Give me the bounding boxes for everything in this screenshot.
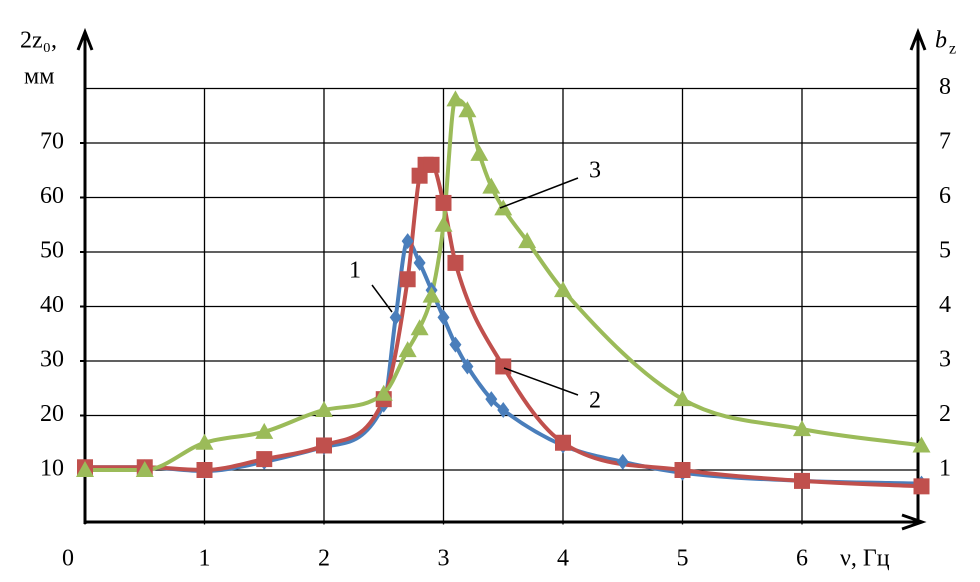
point <box>913 478 930 495</box>
point <box>435 194 452 211</box>
y2-tick-label: 3 <box>939 347 951 373</box>
y-tick-label: 70 <box>40 129 64 155</box>
point <box>461 358 474 375</box>
x-tick-label: 5 <box>677 546 689 572</box>
y2-tick-label: 4 <box>939 292 951 318</box>
point <box>616 453 629 470</box>
y2-label: b <box>935 28 947 54</box>
point <box>485 391 498 408</box>
point <box>135 461 154 477</box>
y2-tick-label: 8 <box>939 74 951 100</box>
y2-label-sub: z <box>949 41 956 58</box>
y2-axis <box>909 27 927 524</box>
series-label: 2 <box>589 388 601 414</box>
series-label: 1 <box>349 258 361 284</box>
series-label: 3 <box>589 158 601 184</box>
x-label: ν, Гц <box>840 546 890 572</box>
point <box>255 422 274 439</box>
point <box>389 309 402 326</box>
point <box>555 434 571 451</box>
point <box>912 436 931 453</box>
point <box>398 341 417 358</box>
point <box>76 461 94 477</box>
x-axis <box>85 513 927 531</box>
point <box>256 451 273 468</box>
point <box>423 156 440 173</box>
y-tick-label: 30 <box>40 347 64 373</box>
point <box>374 384 393 401</box>
y-axis <box>76 27 94 524</box>
x-tick-label: 0 <box>62 546 74 572</box>
point <box>449 336 462 353</box>
y2-tick-label: 7 <box>939 129 951 155</box>
point <box>794 472 810 489</box>
grid <box>80 87 918 525</box>
point <box>674 462 691 478</box>
point <box>413 254 426 271</box>
x-tick-label: 3 <box>438 546 450 572</box>
point <box>497 402 510 419</box>
point <box>316 437 332 454</box>
y-tick-label: 10 <box>40 456 64 482</box>
point <box>446 90 465 107</box>
leader-line <box>503 367 579 396</box>
point <box>673 390 692 407</box>
series-line <box>85 97 922 472</box>
x-tick-label: 1 <box>199 546 211 572</box>
y-tick-label: 20 <box>40 401 64 427</box>
point <box>401 233 414 250</box>
point <box>458 101 477 118</box>
point <box>447 254 464 271</box>
y-tick-label: 40 <box>40 292 64 318</box>
point <box>196 462 213 478</box>
point <box>554 281 572 298</box>
y-label: 2z₀, <box>20 28 57 54</box>
x-tick-label: 6 <box>796 546 808 572</box>
point <box>399 271 416 288</box>
y2-tick-label: 5 <box>939 238 951 264</box>
y-unit: мм <box>24 64 54 90</box>
point <box>518 232 537 249</box>
point <box>793 420 811 437</box>
point <box>437 309 450 326</box>
point <box>315 401 333 418</box>
point <box>495 358 512 375</box>
point <box>434 215 453 232</box>
point <box>470 144 489 161</box>
y-tick-label: 50 <box>40 238 64 264</box>
x-tick-label: 4 <box>557 546 569 572</box>
y2-tick-label: 1 <box>939 456 951 482</box>
x-tick-label: 2 <box>318 546 330 572</box>
point <box>195 433 214 450</box>
point <box>422 286 441 303</box>
leader-line <box>371 284 393 313</box>
point <box>482 177 501 194</box>
y-tick-label: 60 <box>40 183 64 209</box>
point <box>410 319 429 336</box>
leader-line <box>499 177 579 209</box>
y2-tick-label: 6 <box>939 183 951 209</box>
y2-tick-label: 2 <box>939 401 951 427</box>
